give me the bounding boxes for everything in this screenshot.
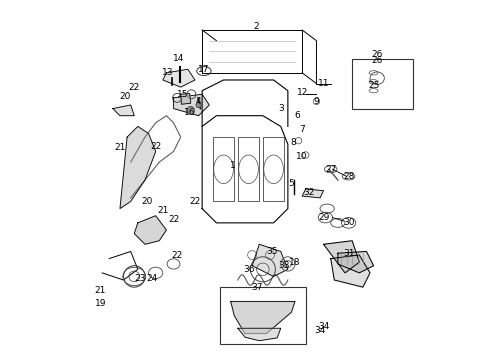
Text: 31: 31 <box>343 249 354 258</box>
Polygon shape <box>338 251 373 273</box>
Text: 8: 8 <box>291 138 296 147</box>
Text: 27: 27 <box>325 165 337 174</box>
Text: 26: 26 <box>371 56 383 65</box>
Text: 9: 9 <box>314 97 319 106</box>
Text: 36: 36 <box>243 265 254 274</box>
Ellipse shape <box>196 102 201 108</box>
Text: 21: 21 <box>157 206 169 215</box>
Text: 22: 22 <box>129 83 140 92</box>
Text: 13: 13 <box>163 68 174 77</box>
Text: 1: 1 <box>230 161 235 170</box>
Bar <box>220 287 306 344</box>
Text: 19: 19 <box>95 299 106 308</box>
Text: 20: 20 <box>141 197 152 206</box>
Text: 15: 15 <box>177 90 188 99</box>
Text: 26: 26 <box>371 50 383 59</box>
Polygon shape <box>173 94 209 116</box>
Text: 16: 16 <box>184 108 196 117</box>
Text: 11: 11 <box>318 79 329 88</box>
Ellipse shape <box>187 107 195 114</box>
Polygon shape <box>120 126 156 208</box>
Text: 22: 22 <box>168 215 179 224</box>
Text: 5: 5 <box>289 179 294 188</box>
Text: 33: 33 <box>278 261 290 270</box>
Text: 18: 18 <box>289 258 301 267</box>
Text: 25: 25 <box>368 81 379 90</box>
Text: 28: 28 <box>343 172 354 181</box>
Polygon shape <box>302 189 323 198</box>
Text: 20: 20 <box>120 91 131 100</box>
Text: 32: 32 <box>304 188 315 197</box>
Polygon shape <box>134 216 167 244</box>
Text: 2: 2 <box>253 22 259 31</box>
Bar <box>352 59 413 109</box>
Text: 14: 14 <box>173 54 185 63</box>
Polygon shape <box>238 328 281 341</box>
Polygon shape <box>252 244 288 276</box>
Text: 35: 35 <box>266 247 277 256</box>
Polygon shape <box>113 105 134 116</box>
Text: 22: 22 <box>150 141 161 150</box>
Text: 37: 37 <box>252 283 263 292</box>
Text: 34: 34 <box>314 325 326 334</box>
Text: 21: 21 <box>114 143 125 152</box>
Polygon shape <box>331 255 370 287</box>
Polygon shape <box>181 94 191 104</box>
Text: 22: 22 <box>172 251 183 260</box>
Polygon shape <box>231 301 295 334</box>
Text: 4: 4 <box>196 97 201 106</box>
Text: 24: 24 <box>147 274 158 283</box>
Text: 23: 23 <box>134 274 146 283</box>
Text: 6: 6 <box>294 111 300 120</box>
Text: 22: 22 <box>189 197 200 206</box>
Text: 7: 7 <box>299 126 305 135</box>
Text: 30: 30 <box>343 219 354 228</box>
Text: 34: 34 <box>318 322 329 331</box>
Text: 29: 29 <box>318 213 329 222</box>
Text: 17: 17 <box>198 65 210 74</box>
Text: 21: 21 <box>95 286 106 295</box>
Polygon shape <box>163 69 195 87</box>
Text: 12: 12 <box>296 88 308 97</box>
Text: 10: 10 <box>296 152 308 161</box>
Polygon shape <box>323 241 359 273</box>
Text: 3: 3 <box>278 104 284 113</box>
